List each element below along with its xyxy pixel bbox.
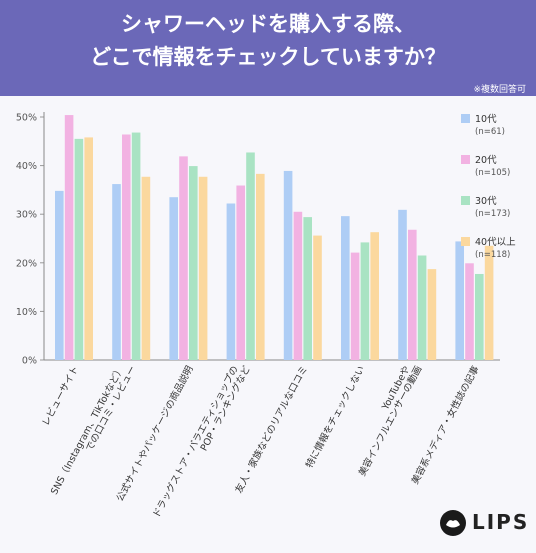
y-tick-label: 30% <box>16 210 37 221</box>
multiple-answer-note: ※複数回答可 <box>473 85 526 95</box>
bar <box>112 184 121 360</box>
legend-n-label: (n=61) <box>475 127 505 137</box>
bar <box>283 170 293 360</box>
x-category-label: SNS（Instagram、TikTokなど） <box>48 364 126 497</box>
bar <box>74 138 84 360</box>
legend-swatch <box>461 114 470 123</box>
bar <box>465 263 474 360</box>
legend-label: 30代 <box>475 196 497 207</box>
bar <box>189 166 198 360</box>
legend-n-label: (n=118) <box>475 250 510 260</box>
bar <box>303 217 312 360</box>
page-title: シャワーヘッドを購入する際、 どこで情報をチェックしていますか？ <box>0 8 536 74</box>
brand-logo: LIPS <box>438 508 528 538</box>
bar <box>226 203 236 360</box>
y-tick-label: 20% <box>16 258 37 269</box>
x-category-label: レビューサイト <box>40 364 81 428</box>
bar <box>370 232 379 360</box>
x-category-label: ドラッグストア・バラエティショップの <box>150 364 241 520</box>
bar <box>427 269 437 360</box>
bar <box>122 134 131 360</box>
x-category-label: 美容インフルエンサーの動画 <box>356 364 424 478</box>
bar <box>313 235 322 360</box>
bar <box>141 176 151 360</box>
lips-logo-icon <box>440 510 466 536</box>
chart-panel: 0% 10% 20% 30% 40% 50% レビューサイト SNS（Instagram、Ti… <box>0 96 536 553</box>
title-line-2: どこで情報をチェックしていますか？ <box>90 45 446 69</box>
bar-chart: 0% 10% 20% 30% 40% 50% レビューサイトSNS（Instagram、Ti… <box>16 112 516 520</box>
bar <box>417 255 427 360</box>
title-line-1: シャワーヘッドを購入する際、 <box>121 12 415 36</box>
bar <box>293 211 303 360</box>
bar <box>475 273 484 360</box>
y-tick-label: 10% <box>16 307 37 318</box>
x-category-label: 特に情報をチェックしない <box>303 364 367 470</box>
bar <box>169 197 178 360</box>
logo-text: LIPS <box>472 510 530 534</box>
bar <box>350 252 360 360</box>
bar <box>179 156 188 360</box>
y-tick-label: 0% <box>22 356 37 367</box>
bar <box>131 132 141 360</box>
bar <box>398 209 407 360</box>
legend-swatch <box>461 237 470 246</box>
bar <box>484 245 494 360</box>
bar <box>84 137 93 360</box>
y-tick-label: 40% <box>16 161 37 172</box>
legend-n-label: (n=105) <box>475 168 510 178</box>
bar <box>256 173 265 360</box>
bar <box>246 152 255 360</box>
bar <box>198 176 208 360</box>
y-tick-label: 50% <box>16 113 37 124</box>
bar <box>408 229 417 360</box>
bar <box>455 241 464 360</box>
legend-label: 20代 <box>475 155 497 166</box>
x-category-label: 美容系メディア・女性誌の記事 <box>409 363 482 486</box>
bar <box>236 185 245 360</box>
bar <box>341 216 350 360</box>
legend-swatch <box>461 155 470 164</box>
bar <box>55 190 64 360</box>
legend-swatch <box>461 196 470 205</box>
legend-n-label: (n=173) <box>475 209 510 219</box>
bar <box>64 115 74 360</box>
legend-label: 10代 <box>475 114 497 125</box>
legend-label: 40代以上 <box>475 237 516 248</box>
bar <box>360 242 370 360</box>
